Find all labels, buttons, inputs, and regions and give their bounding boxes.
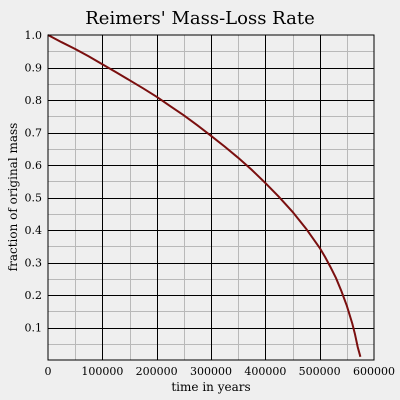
y-tick-label: 0.9 — [25, 62, 43, 75]
x-tick-label: 500000 — [299, 365, 341, 378]
y-tick-label: 0.4 — [25, 224, 43, 237]
x-tick-label: 300000 — [190, 365, 232, 378]
x-tick-label: 400000 — [244, 365, 286, 378]
mass-fraction-line — [47, 34, 362, 358]
y-tick-label: 0.1 — [25, 322, 43, 335]
plot-frame — [47, 34, 375, 361]
y-tick-label: 0.3 — [25, 257, 43, 270]
y-tick-label: 1.0 — [25, 29, 43, 42]
chart-title: Reimers' Mass-Loss Rate — [85, 8, 314, 29]
y-tick-label: 0.2 — [25, 289, 43, 302]
y-axis-label: fraction of original mass — [6, 123, 20, 272]
y-tick-label: 0.6 — [25, 159, 43, 172]
y-tick-label: 0.7 — [25, 127, 43, 140]
x-tick-label: 200000 — [136, 365, 178, 378]
y-tick-label: 0.8 — [25, 94, 43, 107]
y-tick-label: 0.5 — [25, 192, 43, 205]
x-tick-label: 600000 — [353, 365, 395, 378]
x-tick-label: 0 — [45, 365, 52, 378]
x-axis-label: time in years — [171, 380, 250, 394]
x-tick-label: 100000 — [81, 365, 123, 378]
